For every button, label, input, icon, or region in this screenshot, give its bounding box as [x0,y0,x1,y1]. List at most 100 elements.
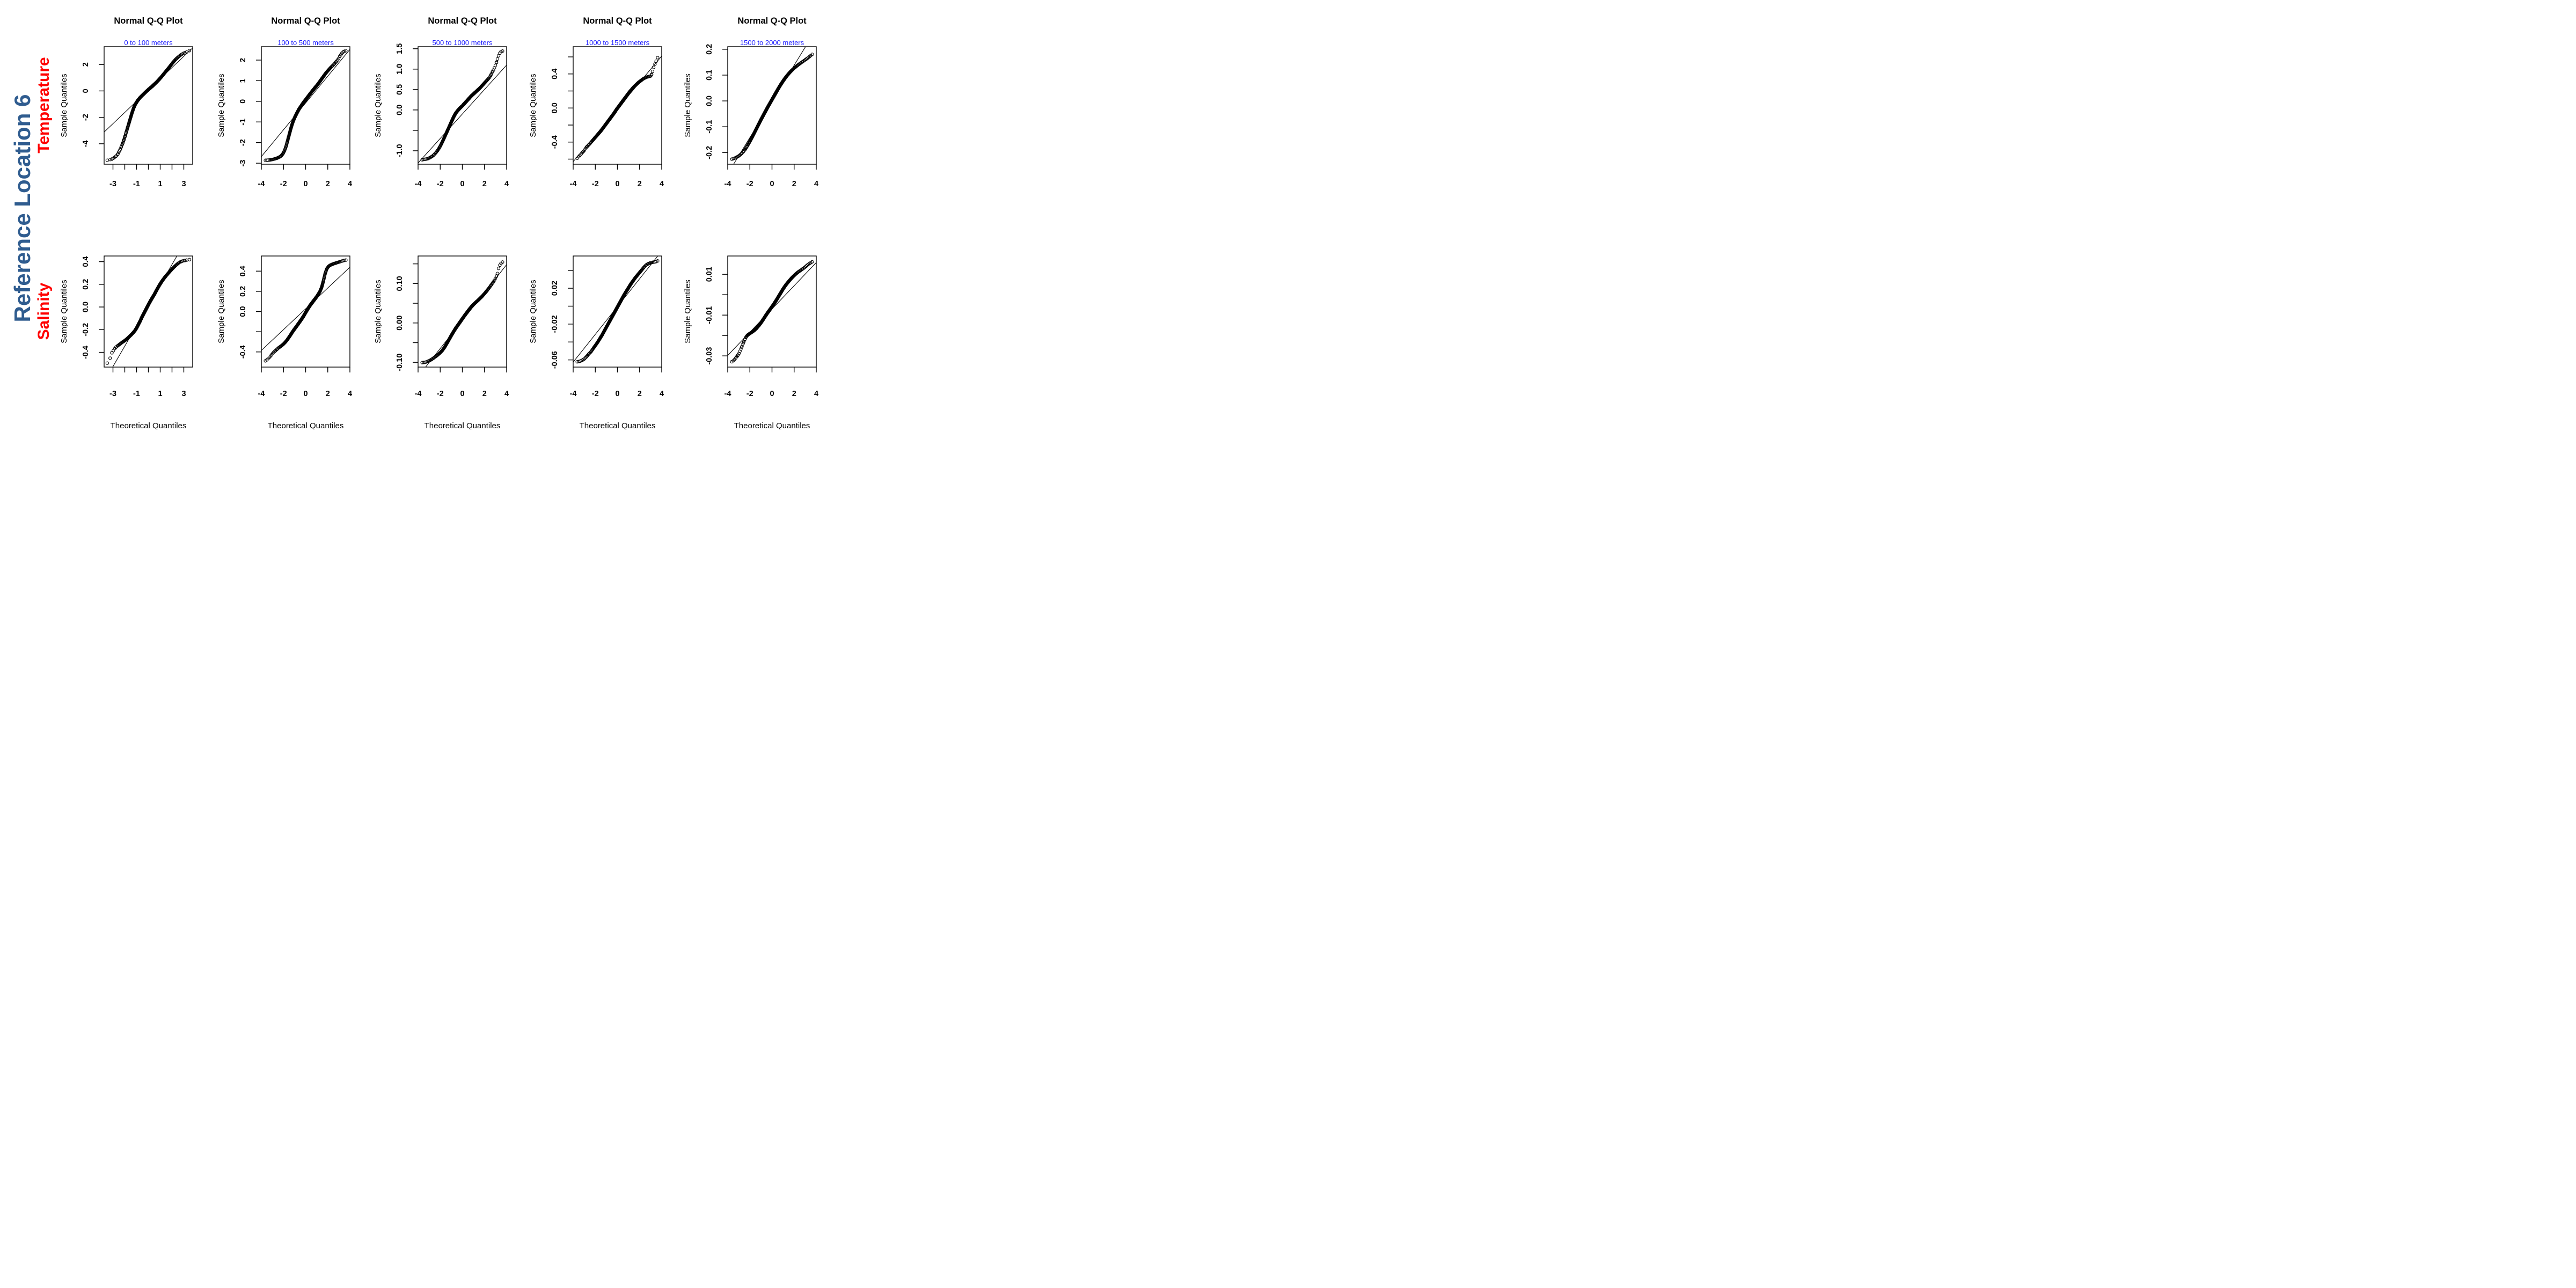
x-tick-label: -1 [133,390,140,398]
y-axis-title: Sample Quantiles [217,280,226,343]
x-axis-title: Theoretical Quantiles [425,421,501,429]
x-tick-label: 0 [615,180,619,188]
y-axis-title: Sample Quantiles [60,280,69,343]
y-tick-label: 0 [239,99,247,104]
x-tick-label: 4 [814,390,818,398]
y-axis: 0.4 0.0 -0.4 [551,56,573,160]
y-tick-label: -0.03 [705,347,714,365]
y-tick-label: 0.10 [396,276,404,291]
panel-title: Normal Q-Q Plot [428,16,497,26]
y-axis-title: Sample Quantiles [374,74,383,137]
x-tick-label: -4 [570,180,577,188]
panel-title: Normal Q-Q Plot [271,16,340,26]
y-axis: 0.10 0.00 -0.10 [396,263,418,371]
y-axis: 0.4 0.2 0.0 -0.2 -0.4 [82,256,104,359]
x-tick-label: -4 [258,390,265,398]
x-tick-label: -2 [747,180,753,188]
reference-line [418,64,507,164]
qq-points [420,49,504,162]
y-tick-label: -3 [239,160,247,167]
qq-points [264,49,348,162]
y-tick-label: 0.2 [705,44,714,55]
qq-panel-temp-1000-1500: -4 -2 0 2 4 0.4 0.0 -0.4 Sample Quantiles Normal … [529,16,664,188]
x-tick-label: -1 [133,180,140,188]
qq-panel-sal-0-100: -3 -1 1 3 0.4 0.2 0.0 -0.2 -0.4 Sample Quantiles T… [60,255,193,429]
y-tick-label: -0.4 [551,135,559,149]
x-tick-label: -4 [724,390,731,398]
y-tick-label: 0.1 [705,70,714,80]
panel-subtitle-depth: 100 to 500 meters [277,39,334,47]
y-tick-label: 0 [82,89,90,93]
x-tick-label: 4 [814,180,818,188]
y-tick-label: -2 [239,139,247,146]
x-axis: -4 -2 0 2 4 [415,367,509,398]
x-tick-label: 0 [460,180,464,188]
y-axis: 1.5 1.0 0.5 0.0 -1.0 [396,43,418,157]
x-tick-label: 0 [460,390,464,398]
y-axis: 0.02 -0.02 -0.06 [551,270,573,369]
x-tick-label: -2 [747,390,753,398]
plot-box [104,46,193,165]
x-tick-label: 0 [770,180,774,188]
qq-points [575,56,660,160]
x-axis: -4 -2 0 2 4 [415,164,509,188]
qq-panel-sal-1000-1500: -4 -2 0 2 4 0.02 -0.02 -0.06 Sample Quantiles The… [529,255,664,429]
x-axis: -4 -2 0 2 4 [570,367,664,398]
qq-points [264,258,348,363]
y-axis: 2 0 -2 -4 [82,62,104,147]
y-tick-label: -0.10 [396,354,404,371]
x-tick-label: 4 [348,390,352,398]
y-axis: 0.4 0.2 0.0 -0.4 [239,266,261,358]
x-axis-title: Theoretical Quantiles [734,421,810,429]
reference-location-banner: Reference Location 6 [10,94,35,323]
qq-panel-temp-500-1000: -4 -2 0 2 4 1.5 1.0 0.5 0.0 -1.0 Sample Quantiles N… [374,16,509,188]
y-tick-label: 1.5 [396,43,404,54]
qq-points [730,260,814,364]
y-tick-label: 0.0 [239,306,247,317]
x-axis: -3 -1 1 3 [109,164,186,188]
x-tick-label: 1 [158,180,162,188]
x-tick-label: 4 [348,180,352,188]
x-tick-label: -4 [258,180,265,188]
y-axis-title: Sample Quantiles [374,280,383,343]
qq-panel-sal-500-1000: -4 -2 0 2 4 0.10 0.00 -0.10 Sample Quantiles Theo… [374,255,509,429]
y-tick-label: 0.01 [705,267,714,282]
x-tick-label: 0 [615,390,619,398]
row-label-temperature: Temperature [35,57,53,153]
row-label-salinity: Salinity [35,282,53,340]
panel-title: Normal Q-Q Plot [737,16,807,26]
y-tick-label: 1 [239,78,247,83]
x-tick-label: -3 [109,180,116,188]
reference-line [261,49,350,157]
x-tick-label: 2 [638,390,642,398]
y-axis-title: Sample Quantiles [529,74,538,137]
y-tick-label: -4 [82,140,90,147]
x-tick-label: 1 [158,390,162,398]
plot-box [418,255,507,368]
panel-subtitle-depth: 0 to 100 meters [124,39,173,47]
y-tick-label: 0.00 [396,316,404,331]
x-tick-label: -2 [280,180,287,188]
panel-subtitle-depth: 1000 to 1500 meters [586,39,650,47]
panel-subtitle-depth: 500 to 1000 meters [432,39,493,47]
x-axis: -4 -2 0 2 4 [724,164,818,188]
x-tick-label: -3 [109,390,116,398]
x-tick-label: 2 [482,390,487,398]
x-tick-label: -4 [415,180,422,188]
y-axis: 0.2 0.1 0.0 -0.1 -0.2 [705,44,728,159]
y-tick-label: -1 [239,119,247,126]
y-tick-label: 0.0 [396,105,404,115]
y-tick-label: 0.0 [82,302,90,312]
y-tick-label: -0.2 [82,323,90,336]
qq-points [420,260,504,364]
x-tick-label: 0 [770,390,774,398]
qq-panel-temp-100-500: -4 -2 0 2 4 2 1 0 -1 -2 -3 Sample Quantiles Normal Q… [217,16,352,188]
qq-plot-figure: Reference Location 6 Temperature Salinit… [0,0,859,429]
y-axis-title: Sample Quantiles [60,74,69,137]
y-tick-label: -0.02 [551,315,559,333]
x-axis: -3 -1 1 3 [109,367,186,398]
plot-box [261,46,350,165]
x-axis: -4 -2 0 2 4 [258,367,352,398]
panel-title: Normal Q-Q Plot [583,16,652,26]
x-tick-label: 4 [660,390,664,398]
